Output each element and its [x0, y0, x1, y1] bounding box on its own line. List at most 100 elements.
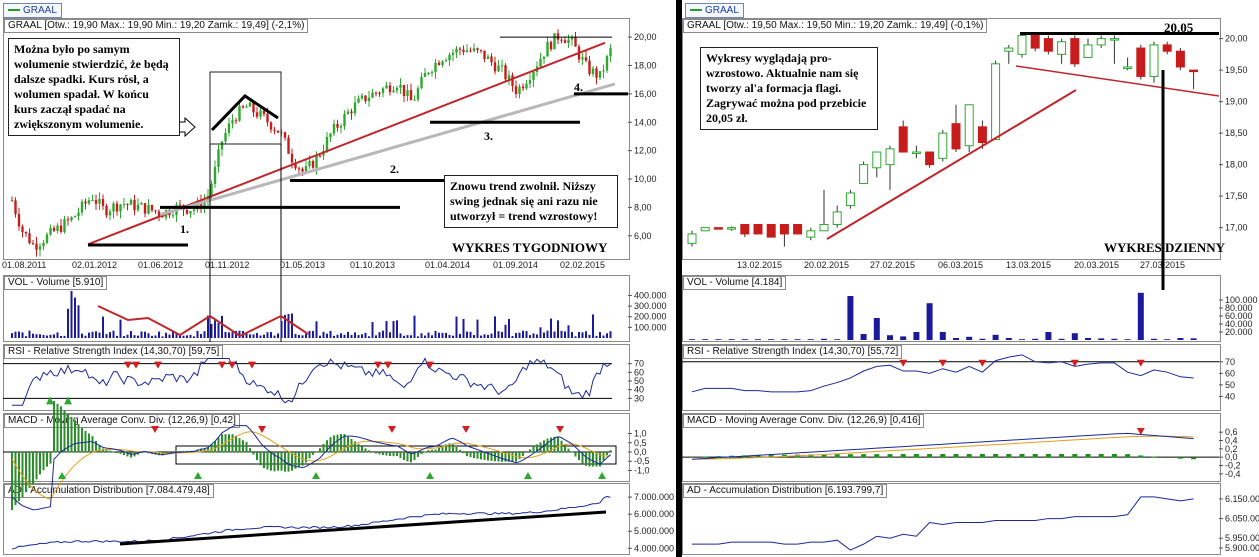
- weekly-candle: [45, 234, 49, 243]
- weekly-volume-bar: [298, 334, 300, 338]
- weekly-candle: [140, 203, 143, 205]
- daily-candle: [1123, 66, 1133, 69]
- macd-histogram-bar: [175, 451, 178, 453]
- weekly-candle: [507, 75, 511, 80]
- daily-candle: [951, 123, 961, 150]
- macd-histogram-bar: [382, 452, 384, 455]
- daily-volume-bar: [728, 339, 735, 340]
- weekly-volume-bar: [119, 319, 122, 338]
- weekly-candle: [514, 86, 518, 94]
- date-label: 20.02.2015: [804, 260, 850, 270]
- weekly-volume-bar: [469, 331, 472, 338]
- date-label: 02.01.2012: [72, 260, 118, 270]
- macd-histogram-bar: [252, 452, 255, 455]
- macd-histogram-bar: [599, 452, 601, 467]
- macd-histogram-bar: [217, 437, 220, 453]
- macd-histogram-bar: [336, 434, 339, 453]
- macd-histogram-bar: [539, 442, 542, 453]
- weekly-volume-bar: [14, 331, 17, 338]
- weekly-candle: [595, 68, 598, 78]
- macd-tick-label: -1,0: [634, 465, 650, 475]
- daily-volume-bar: [1005, 338, 1012, 340]
- date-label: 01.09.2014: [493, 260, 539, 270]
- daily-candle: [740, 223, 750, 235]
- weekly-volume-bar: [574, 336, 577, 338]
- weekly-volume-bar: [21, 332, 24, 338]
- daily-rsi-legend: RSI - Relative Strength Index (14,30,70)…: [683, 345, 903, 359]
- macd-tick-label: 1,0: [634, 429, 647, 439]
- weekly-volume-bar: [532, 333, 535, 338]
- weekly-volume-bar: [609, 331, 612, 338]
- daily-candle: [898, 126, 908, 153]
- macd-histogram-bar: [571, 451, 573, 453]
- daily-candle: [819, 223, 829, 232]
- price-tick-label: 12,00: [634, 146, 657, 156]
- daily-candle: [779, 223, 789, 235]
- macd-histogram-bar: [63, 410, 66, 453]
- tab-graal-weekly[interactable]: GRAAL: [3, 3, 62, 18]
- daily-volume-bar: [1164, 339, 1171, 340]
- weekly-volume-bar: [567, 325, 570, 338]
- weekly-date-axis: 01.08.2011 02.01.2012 01.06.2012 01.11.2…: [0, 260, 630, 272]
- daily-candle: [845, 192, 855, 207]
- macd-histogram-bar: [119, 452, 122, 454]
- vol-tick-label: 400.000: [634, 290, 667, 300]
- weekly-candle: [42, 242, 45, 247]
- weekly-volume-bar: [63, 335, 66, 338]
- price-legend: GRAAL [Otw.: 19,90 Max.: 19,90 Min.: 19,…: [4, 19, 309, 33]
- weekly-candle: [395, 87, 399, 91]
- macd-histogram-bar: [347, 436, 349, 453]
- rsi-panel[interactable]: [3, 344, 630, 411]
- daily-volume-bar: [1058, 338, 1065, 340]
- daily-macd-histogram-bar: [1111, 453, 1117, 458]
- weekly-candle: [402, 84, 406, 97]
- macd-histogram-bar: [476, 452, 479, 459]
- daily-candle: [1136, 47, 1146, 77]
- daily-volume-bar: [966, 336, 973, 340]
- daily-volume-bar: [1098, 338, 1105, 340]
- daily-macd-line: [691, 432, 1194, 460]
- weekly-candle: [549, 41, 553, 50]
- weekly-candle: [49, 227, 52, 235]
- weekly-volume-bar: [81, 333, 83, 338]
- daily-macd-histogram-bar: [874, 454, 880, 458]
- weekly-candle: [210, 184, 213, 196]
- buy-signal-icon: [426, 472, 434, 479]
- weekly-volume-bar: [326, 333, 328, 338]
- weekly-candle: [581, 57, 584, 60]
- weekly-volume-bar: [312, 330, 314, 338]
- tab-graal-daily[interactable]: GRAAL: [685, 3, 744, 18]
- weekly-candle: [308, 161, 311, 167]
- weekly-volume-bar: [84, 335, 87, 338]
- weekly-volume-bar: [154, 335, 157, 338]
- daily-candle: [872, 151, 882, 169]
- weekly-candle: [77, 212, 80, 217]
- daily-volume-bar: [847, 296, 854, 340]
- date-label: 27.02.2015: [870, 260, 916, 270]
- weekly-volume-bar: [112, 330, 115, 338]
- weekly-candle: [343, 114, 346, 127]
- daily-vol-tick-label: 20.000: [1225, 327, 1253, 337]
- macd-histogram-bar: [578, 452, 580, 461]
- weekly-volume-bar: [508, 318, 510, 338]
- weekly-candle: [388, 85, 392, 93]
- weekly-volume-bar: [438, 332, 440, 338]
- daily-macd-histogram-bar: [979, 453, 985, 458]
- weekly-candle: [119, 204, 122, 212]
- macd-histogram-bar: [518, 452, 521, 460]
- daily-candle: [1189, 69, 1199, 73]
- daily-candle: [1096, 38, 1106, 46]
- weekly-candle: [486, 56, 490, 60]
- daily-macd-histogram-bar: [1151, 456, 1157, 458]
- weekly-volume-bar: [280, 320, 283, 338]
- weekly-candle: [521, 86, 525, 89]
- weekly-candle: [311, 161, 315, 168]
- sell-signal-icon: [978, 359, 987, 367]
- daily-volume-bar: [768, 339, 775, 340]
- daily-candle: [753, 223, 763, 235]
- weekly-volume-bar: [592, 314, 594, 338]
- daily-volume-bar: [1137, 292, 1144, 340]
- weekly-candle: [297, 168, 301, 170]
- macd-histogram-bar: [207, 447, 209, 453]
- weekly-candle: [542, 56, 546, 59]
